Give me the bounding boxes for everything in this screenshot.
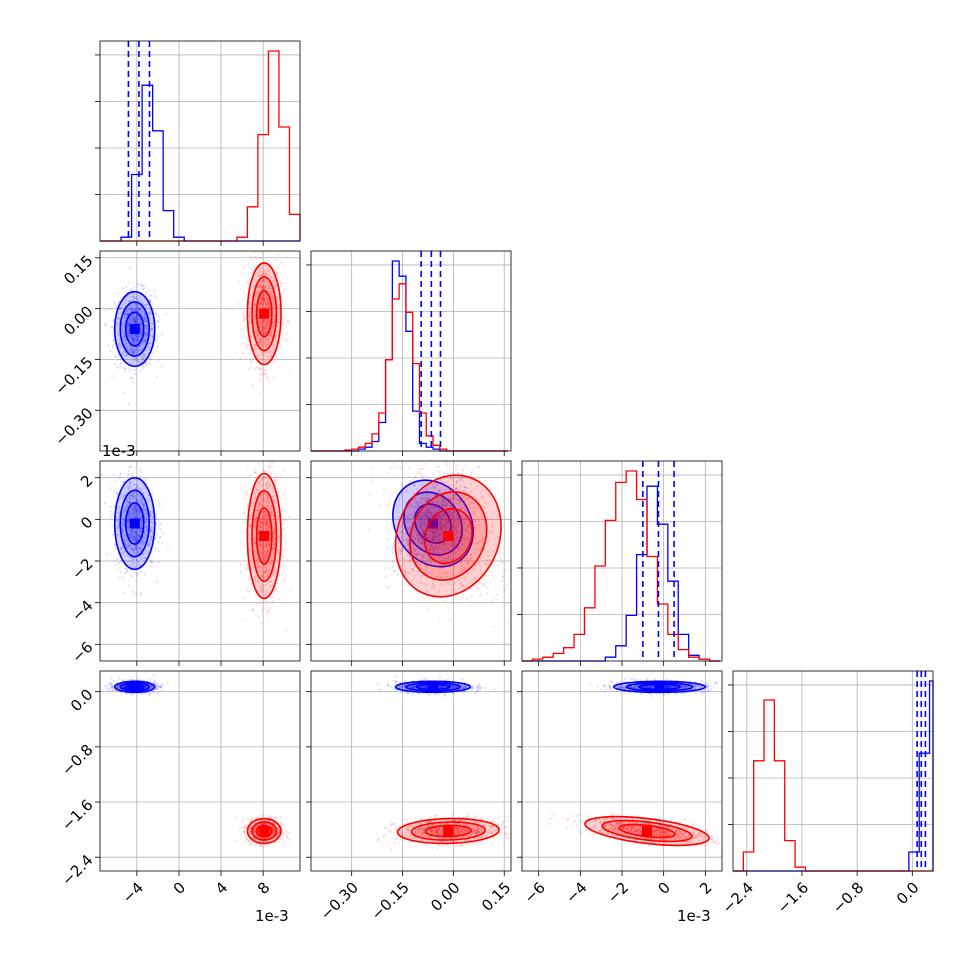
tick-label-y-2-0: −6 [68, 638, 96, 666]
hist-red-1 [311, 283, 508, 452]
panel-frame-2-0 [99, 460, 301, 662]
tick-label-y-3-3: 0.0 [67, 686, 97, 716]
tick-label-x-3-0: −2.4 [719, 879, 757, 917]
panel-frame-3-2 [521, 670, 723, 872]
tick-label-y-2-2: −2 [68, 555, 96, 583]
density-peak-blue-3-1 [428, 681, 439, 692]
panel-frame-3-1 [310, 670, 512, 872]
tick-label-y-3-2: −0.8 [58, 741, 96, 779]
panel-frame-1-0 [99, 250, 301, 452]
panel-frame-3-3 [732, 670, 934, 872]
tick-label-x-0-0: −4 [119, 879, 147, 907]
tick-label-y-2-4: 2 [77, 471, 96, 490]
tick-label-y-1-1: −0.15 [51, 353, 96, 398]
density-peak-blue-1-0 [129, 323, 140, 334]
panel-frame-2-1 [310, 460, 512, 662]
tick-label-x-1-1: −0.15 [368, 879, 413, 924]
hist-red-0 [100, 50, 301, 242]
tick-label-y-3-0: −2.4 [58, 851, 96, 889]
hist-blue-2 [522, 485, 720, 662]
density-peak-blue-2-0 [129, 518, 140, 529]
hist-red-3 [733, 699, 933, 872]
panel-frame-3-0 [99, 670, 301, 872]
panel-frame-1-1 [310, 250, 512, 452]
tick-label-x-2-0: −6 [521, 879, 549, 907]
tick-label-y-2-3: 0 [77, 513, 96, 532]
tick-label-y-3-1: −1.6 [58, 796, 96, 834]
corner-panels: −0.30−0.150.000.15−6−4−202−4 0 4 8−2.4−1.6−… [51, 40, 934, 924]
density-peak-blue-3-2 [654, 681, 665, 692]
tick-label-y-1-0: −0.30 [51, 404, 96, 449]
density-peak-red-2-1 [443, 531, 454, 541]
hist-blue-1 [311, 260, 508, 452]
tick-label-x-0-1: 0 [170, 879, 189, 898]
tick-label-x-0-2: 4 [212, 879, 231, 898]
offset-label-row2: 1e-3 [102, 442, 136, 460]
panel-frame-0-0 [99, 40, 301, 242]
tick-label-x-2-2: −2 [604, 879, 632, 907]
tick-label-x-2-3: 0 [654, 879, 673, 898]
tick-label-x-3-1: −1.6 [774, 879, 812, 917]
tick-label-x-3-2: −0.8 [829, 879, 867, 917]
panel-frame-2-2 [521, 460, 723, 662]
density-peak-red-3-0 [259, 826, 270, 836]
tick-label-x-0-3: 8 [254, 879, 273, 898]
tick-label-y-1-3: 0.15 [60, 252, 96, 288]
tick-label-y-1-2: 0.00 [60, 302, 96, 338]
density-peak-red-1-0 [259, 308, 270, 319]
hist-red-2 [522, 470, 720, 662]
tick-label-x-2-1: −4 [562, 879, 590, 907]
density-peak-red-2-0 [259, 531, 270, 541]
offset-label-col0: 1e-3 [255, 907, 289, 925]
hist-blue-3 [733, 680, 934, 872]
density-peak-red-3-1 [443, 826, 454, 836]
tick-label-x-3-3: 0.0 [893, 879, 923, 909]
offset-label-col2: 1e-3 [677, 907, 711, 925]
tick-label-x-1-0: −0.30 [317, 879, 362, 924]
tick-label-y-2-1: −4 [68, 596, 96, 624]
density-peak-blue-3-0 [129, 681, 140, 692]
scatter-red-2-1 [367, 461, 512, 628]
tick-label-x-2-4: 2 [696, 879, 715, 898]
density-peak-blue-2-1 [428, 518, 439, 529]
tick-label-x-1-2: 0.00 [427, 879, 463, 915]
hist-blue-0 [100, 84, 300, 242]
tick-label-x-1-3: 0.15 [478, 879, 514, 915]
density-peak-red-3-2 [642, 826, 652, 836]
